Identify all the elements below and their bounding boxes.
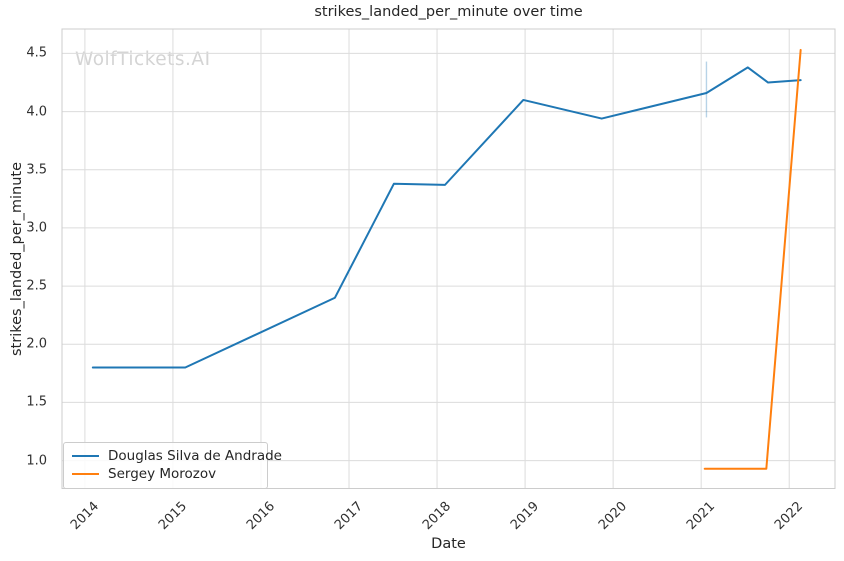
series-line-douglas-silva-de-andrade — [91, 66, 802, 369]
legend-label: Sergey Morozov — [108, 466, 217, 482]
y-tick-label: 1.5 — [26, 394, 47, 410]
legend-line-swatch-blue — [72, 454, 99, 458]
y-tick-label: 4.0 — [26, 104, 47, 120]
x-axis-label: Date — [431, 536, 466, 552]
legend-item: Douglas Silva de Andrade — [64, 447, 282, 465]
axes-frame — [61, 28, 836, 489]
legend-line-swatch-orange — [72, 472, 99, 476]
chart-title: strikes_landed_per_minute over time — [314, 4, 583, 20]
series-line-sergey-morozov — [703, 48, 802, 470]
watermark: WolfTickets.AI — [75, 49, 211, 70]
y-axis-label: strikes_landed_per_minute — [9, 162, 25, 356]
legend-label: Douglas Silva de Andrade — [108, 448, 282, 464]
data-layer — [91, 48, 802, 470]
y-tick-label: 2.0 — [26, 336, 47, 352]
y-tick-label: 3.0 — [26, 220, 47, 236]
y-tick-label: 1.0 — [26, 453, 47, 469]
y-tick-label: 2.5 — [26, 278, 47, 294]
grid-layer — [62, 29, 835, 489]
legend-item: Sergey Morozov — [64, 465, 267, 483]
y-tick-label: 3.5 — [26, 162, 47, 178]
legend: Douglas Silva de Andrade Sergey Morozov — [63, 442, 282, 489]
y-tick-label: 4.5 — [26, 45, 47, 61]
